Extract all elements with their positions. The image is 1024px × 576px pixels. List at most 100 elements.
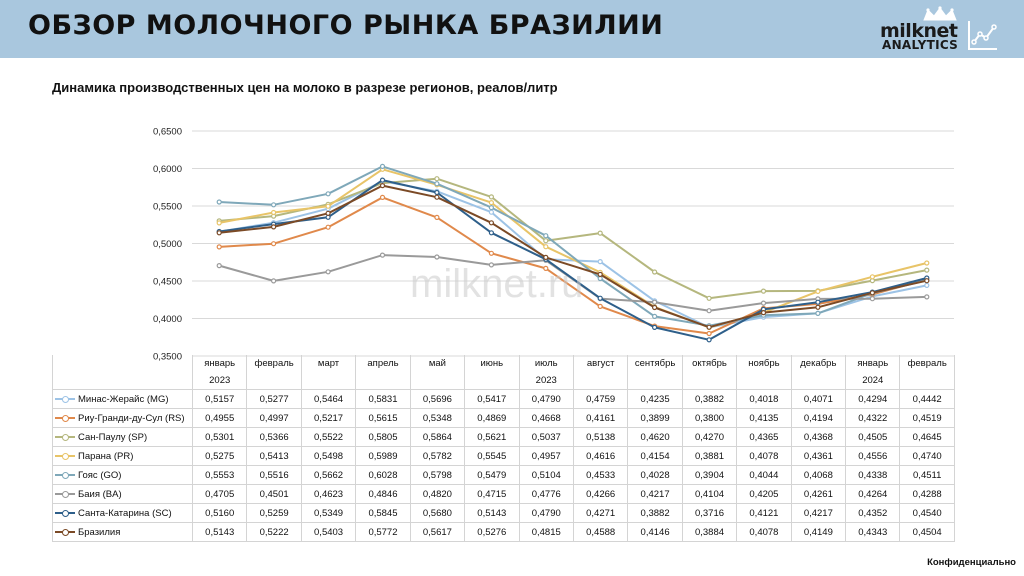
data-label: 0,4957 [518,446,574,466]
data-label: 0,4368 [790,427,847,447]
data-label: 0,4194 [790,408,847,428]
data-label: 0,4078 [736,522,792,542]
data-label: 0,4352 [845,503,901,523]
year-label [736,372,792,390]
data-point [597,271,603,277]
year-label: 2023 [191,372,248,390]
data-point [597,303,603,309]
series-legend-cell: Минас-Жерайс (MG) [52,389,193,409]
data-point [597,275,603,282]
data-label: 0,4264 [845,484,901,504]
month-label: апрель [355,355,411,372]
data-table: январь февраль март апрель май июнь июль август… [52,355,955,542]
y-tick-label: 0,5500 [153,202,182,213]
data-point [216,220,222,226]
data-point [488,209,494,215]
data-label: 0,4217 [627,484,683,504]
data-label: 0,5349 [300,503,357,523]
month-label: август [572,355,629,372]
data-point [216,230,222,236]
year-label [355,372,411,390]
data-point [597,259,603,265]
data-label: 0,4149 [790,522,847,542]
data-label: 0,5621 [464,427,520,447]
data-point [924,294,930,300]
data-label: 0,4288 [899,484,955,504]
data-label: 0,4028 [627,465,683,485]
data-label: 0,4104 [681,484,738,504]
data-label: 0,4078 [736,446,792,466]
data-point [815,310,821,316]
data-label: 0,5805 [355,427,411,447]
y-tick-label: 0,6500 [153,127,182,138]
data-label: 0,5845 [355,503,411,523]
data-label: 0,5680 [409,503,466,523]
data-label: 0,5143 [191,522,248,542]
series-name: Бразилия [78,526,121,538]
data-label: 0,5143 [464,503,520,523]
year-label [790,372,847,390]
data-label: 0,4790 [518,503,574,523]
data-point [651,299,658,305]
data-label: 0,3716 [681,503,738,523]
data-label: 0,5989 [355,446,411,466]
data-label: 0,4068 [790,465,847,485]
data-point [434,194,440,200]
month-label: июль [518,355,574,372]
data-label: 0,4519 [899,408,955,428]
data-label: 0,4266 [572,484,629,504]
year-label [300,372,357,390]
month-label: октябрь [681,355,738,372]
data-label: 0,5553 [191,465,248,485]
legend-swatch [55,433,75,441]
chart-title: Динамика производственных цен на молоко … [52,80,558,95]
series-line [219,179,928,341]
legend-swatch [55,509,75,517]
data-label: 0,4071 [790,389,847,409]
data-label: 0,4504 [899,522,955,542]
data-label: 0,4820 [409,484,466,504]
data-point [379,252,386,258]
data-label: 0,5545 [464,446,520,466]
chart-growth-icon [968,21,997,50]
data-label: 0,4235 [627,389,683,409]
data-point [815,299,821,305]
year-label [464,372,520,390]
data-label: 0,4533 [572,465,629,485]
legend-swatch [55,490,75,498]
table-year-row: 2023 2023 2024 [52,372,955,390]
year-label: 2024 [845,372,901,390]
month-label: ноябрь [736,355,792,372]
data-label: 0,4759 [572,389,629,409]
data-point [488,220,494,226]
data-point [760,310,767,316]
data-label: 0,4588 [572,522,629,542]
series-legend-cell: Бразилия [52,522,193,542]
data-label: 0,5276 [464,522,520,542]
data-point [597,230,603,236]
month-label: март [300,355,357,372]
data-point [271,224,277,230]
data-label: 0,4146 [627,522,683,542]
year-label [409,372,466,390]
data-label: 0,4997 [246,408,302,428]
data-label: 0,4623 [300,484,357,504]
table-row: Парана (PR) 0,5275 0,5413 0,5498 0,5989 0,578… [52,446,955,466]
table-header-row: январь февраль март апрель май июнь июль август… [52,355,955,372]
data-label: 0,5222 [246,522,302,542]
data-point [325,269,331,275]
data-point [543,265,549,271]
series-name: Сан-Паулу (SP) [78,431,148,443]
data-label: 0,3882 [627,503,683,523]
data-point [488,205,494,211]
data-point [434,254,440,260]
series-legend-cell: Санта-Катарина (SC) [52,503,193,523]
legend-swatch [55,452,75,460]
data-label: 0,4540 [899,503,955,523]
data-label: 0,6028 [355,465,411,485]
data-label: 0,3800 [681,408,738,428]
data-label: 0,4205 [736,484,792,504]
table-row: Бразилия 0,5143 0,5222 0,5403 0,5772 0,5617 0,… [52,522,955,542]
data-point [379,163,386,169]
